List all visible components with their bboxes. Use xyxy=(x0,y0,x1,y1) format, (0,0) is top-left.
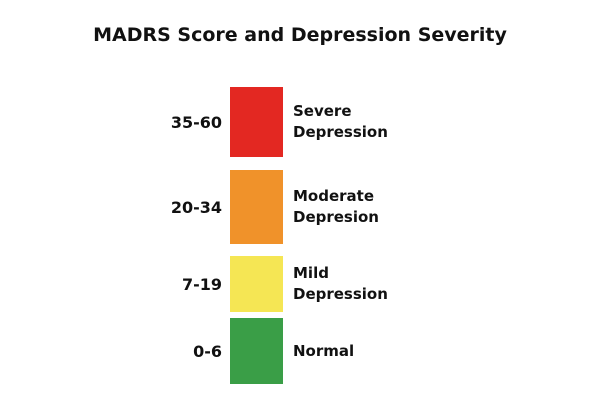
level-row: 35-60 Severe Depression xyxy=(0,87,600,157)
severity-box xyxy=(230,256,283,312)
severity-box xyxy=(230,87,283,157)
severity-label: Severe Depression xyxy=(293,102,388,141)
level-row: 7-19 Mild Depression xyxy=(0,256,600,312)
level-row: 0-6 Normal xyxy=(0,318,600,384)
title: MADRS Score and Depression Severity xyxy=(93,24,507,46)
severity-label: Mild Depression xyxy=(293,264,388,303)
score-range: 7-19 xyxy=(181,274,222,294)
severity-box xyxy=(230,318,283,384)
severity-label: Moderate Depresion xyxy=(293,187,379,226)
score-range: 35-60 xyxy=(170,112,222,132)
score-range: 0-6 xyxy=(193,341,222,361)
score-range: 20-34 xyxy=(170,197,222,217)
severity-box xyxy=(230,170,283,244)
level-row: 20-34 Moderate Depresion xyxy=(0,170,600,244)
severity-label: Normal xyxy=(293,341,355,360)
